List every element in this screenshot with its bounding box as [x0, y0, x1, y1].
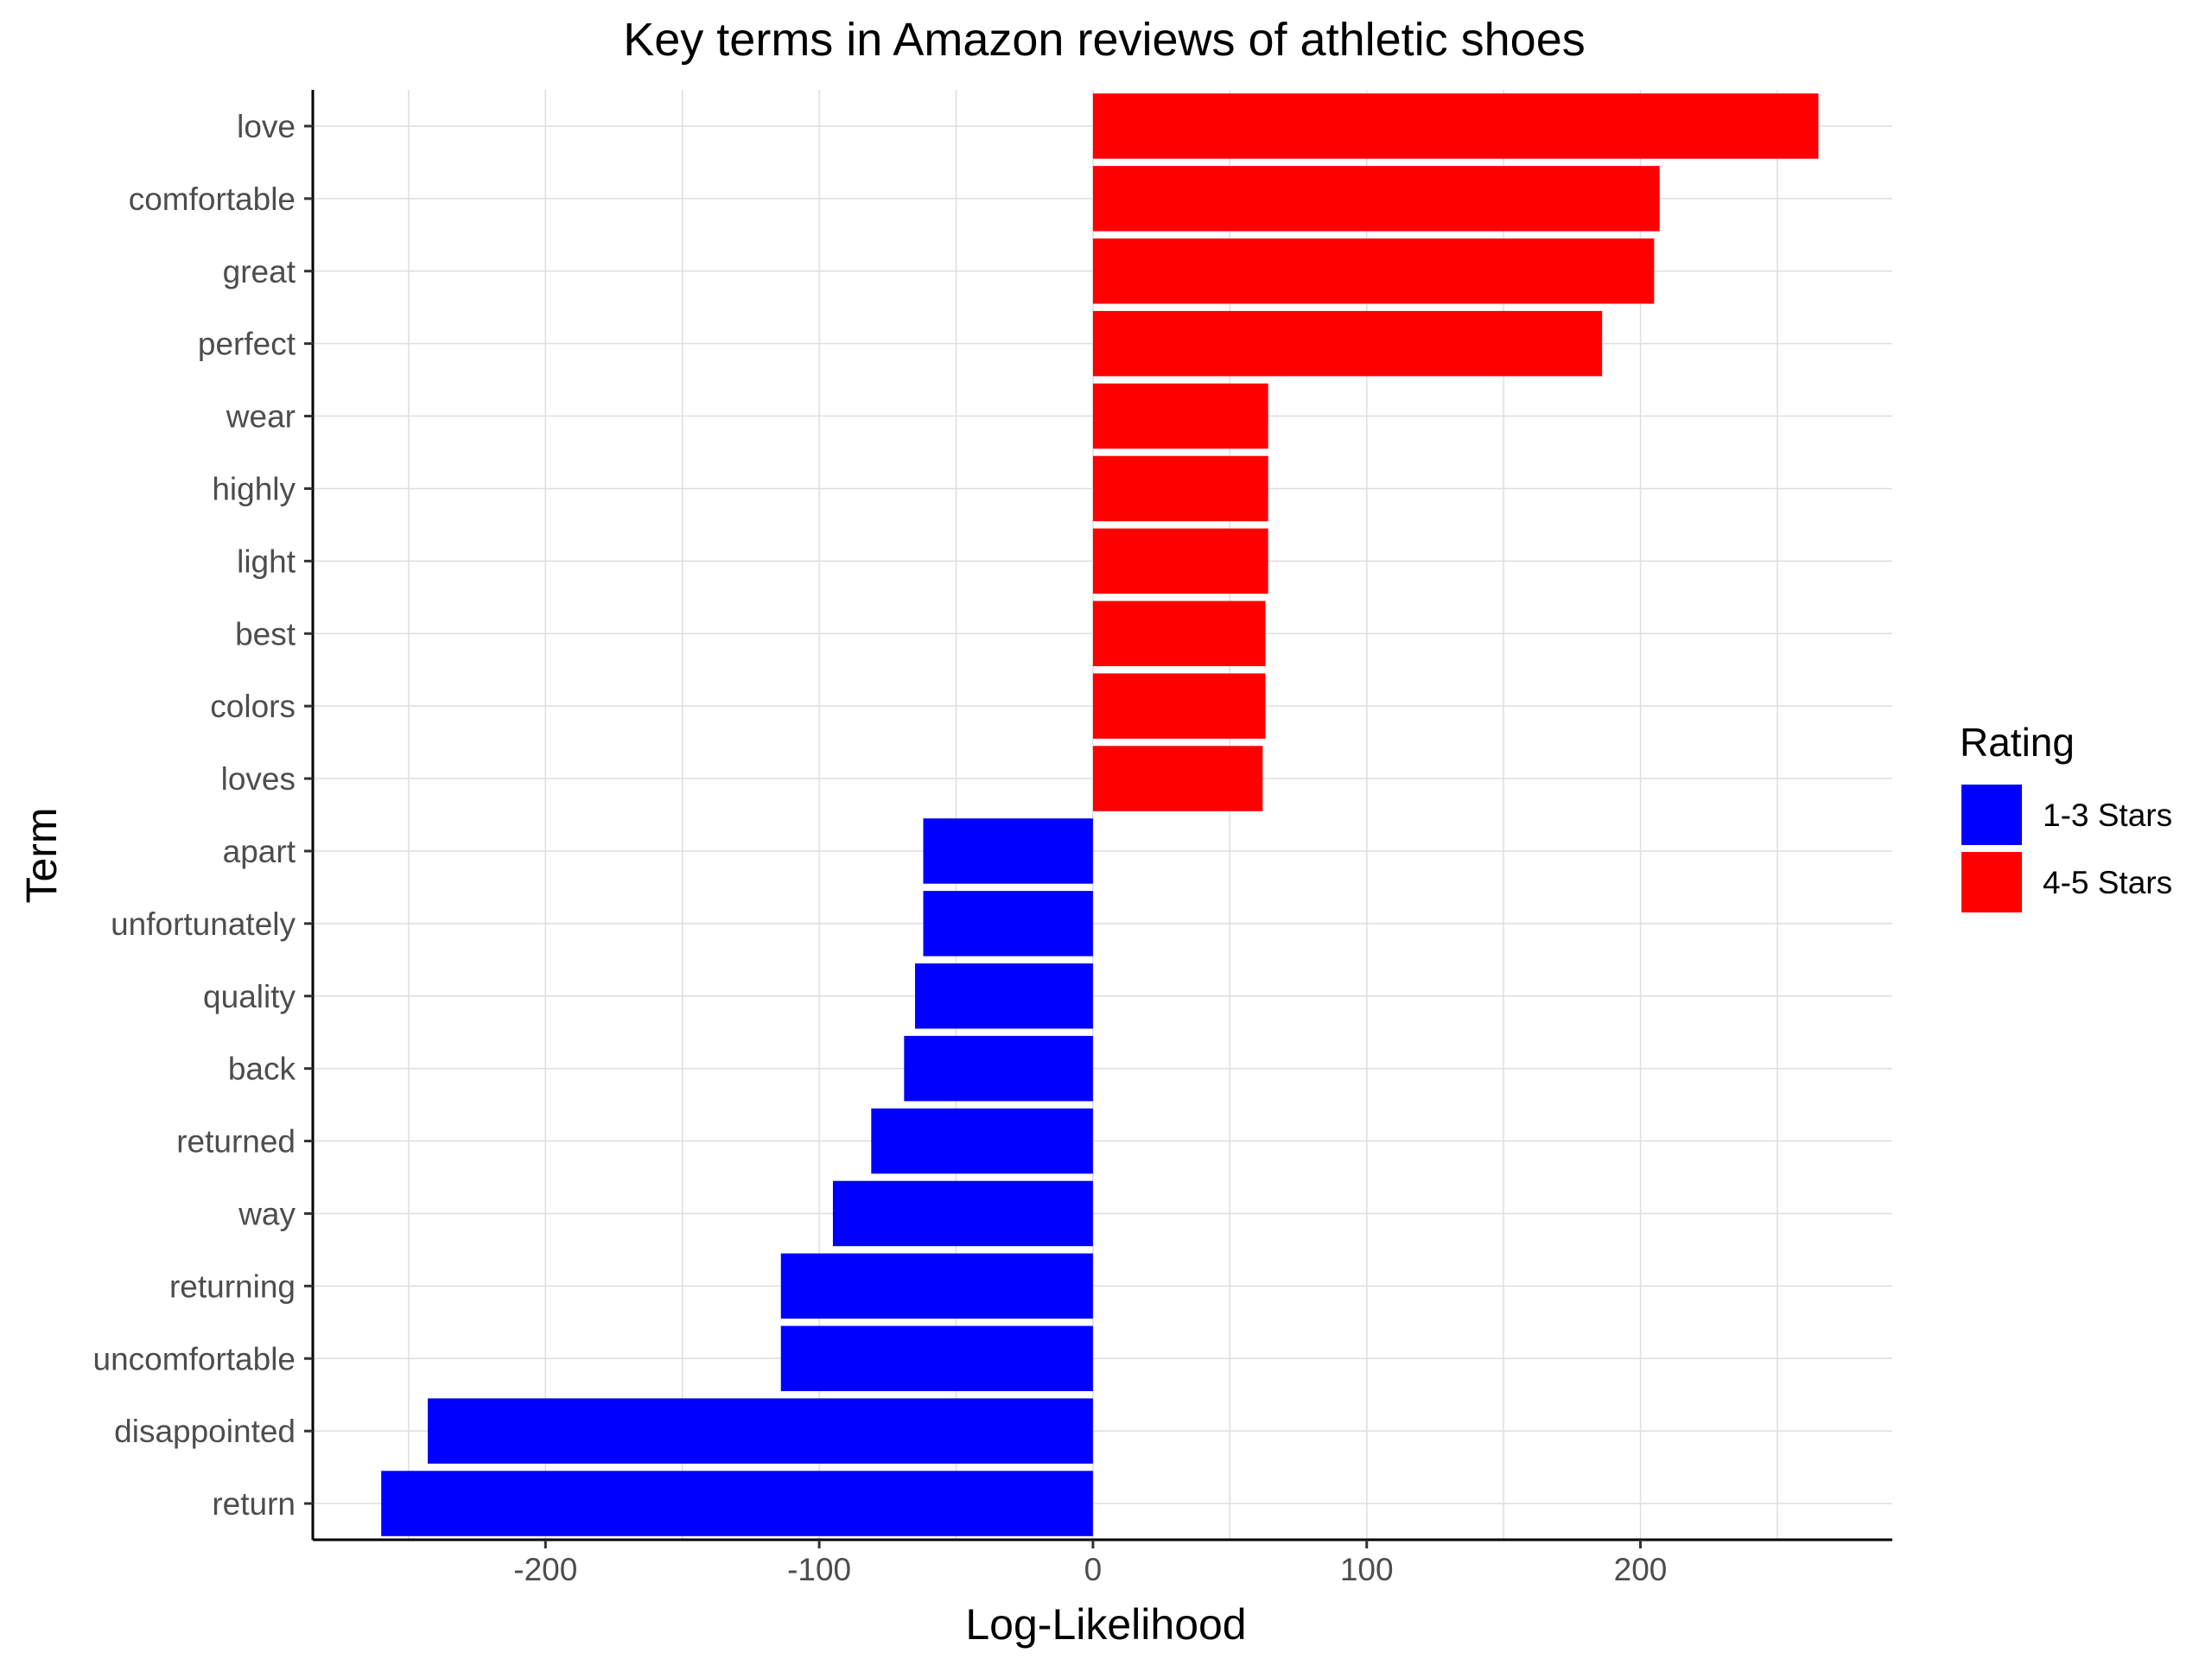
bar-quality — [914, 963, 1093, 1029]
bar-apart — [923, 818, 1093, 884]
x-tick-label: 0 — [1084, 1552, 1103, 1587]
bar-unfortunately — [923, 891, 1093, 957]
y-tick-label: wear — [226, 399, 296, 435]
bar-wear — [1092, 383, 1268, 449]
y-tick-label: return — [212, 1486, 296, 1522]
y-tick-label: disappointed — [114, 1414, 296, 1449]
y-tick-label: unfortunately — [111, 906, 296, 942]
x-tick-label: 200 — [1614, 1552, 1668, 1587]
chart-title: Key terms in Amazon reviews of athletic … — [623, 14, 1586, 66]
y-tick-label: light — [237, 543, 296, 579]
y-tick-label: perfect — [198, 327, 296, 362]
bar-return — [381, 1471, 1093, 1536]
y-tick-label: best — [235, 616, 296, 652]
bar-way — [832, 1180, 1093, 1247]
bar-light — [1092, 528, 1268, 594]
bar-perfect — [1092, 310, 1603, 377]
bar-colors — [1092, 673, 1266, 739]
y-tick-label: returned — [176, 1124, 296, 1160]
y-tick-label: love — [237, 109, 296, 144]
bar-comfortable — [1092, 166, 1660, 232]
grid — [313, 90, 1892, 1540]
y-tick-label: highly — [212, 471, 296, 506]
y-tick-label: uncomfortable — [93, 1341, 296, 1376]
bars — [381, 93, 1819, 1536]
y-tick-label: back — [228, 1052, 296, 1087]
y-tick-label: way — [238, 1196, 296, 1231]
bar-great — [1092, 238, 1655, 304]
bar-disappointed — [428, 1398, 1093, 1464]
legend-swatch-2 — [1961, 852, 2022, 912]
y-tick-label: apart — [223, 834, 296, 869]
legend: Rating 1-3 Stars 4-5 Stars — [1960, 720, 2172, 912]
bar-returning — [780, 1253, 1093, 1319]
legend-swatch-1 — [1961, 785, 2022, 845]
bar-highly — [1092, 455, 1268, 522]
bar-best — [1092, 601, 1266, 667]
x-tick-label: 100 — [1340, 1552, 1394, 1587]
bar-back — [904, 1035, 1093, 1102]
bar-uncomfortable — [780, 1325, 1093, 1392]
y-tick-label: returning — [169, 1268, 296, 1304]
y-tick-label: comfortable — [129, 181, 296, 217]
y-tick-label: loves — [221, 761, 296, 797]
x-tick-label: -100 — [787, 1552, 851, 1587]
y-tick-label: quality — [203, 979, 296, 1014]
bar-returned — [871, 1108, 1093, 1174]
y-axis-title: Term — [17, 807, 66, 903]
legend-label-2: 4-5 Stars — [2043, 865, 2172, 900]
legend-title: Rating — [1960, 720, 2075, 765]
bar-love — [1092, 93, 1819, 159]
x-tick-label: -200 — [513, 1552, 577, 1587]
x-axis-title: Log-Likelihood — [965, 1600, 1246, 1649]
legend-label-1: 1-3 Stars — [2043, 798, 2172, 833]
bar-loves — [1092, 746, 1263, 811]
y-tick-label: great — [223, 254, 296, 289]
y-tick-label: colors — [210, 689, 296, 724]
legend-items: 1-3 Stars 4-5 Stars — [1961, 785, 2172, 912]
axes: love comfortable great perfect wear highly lig… — [93, 90, 1892, 1587]
